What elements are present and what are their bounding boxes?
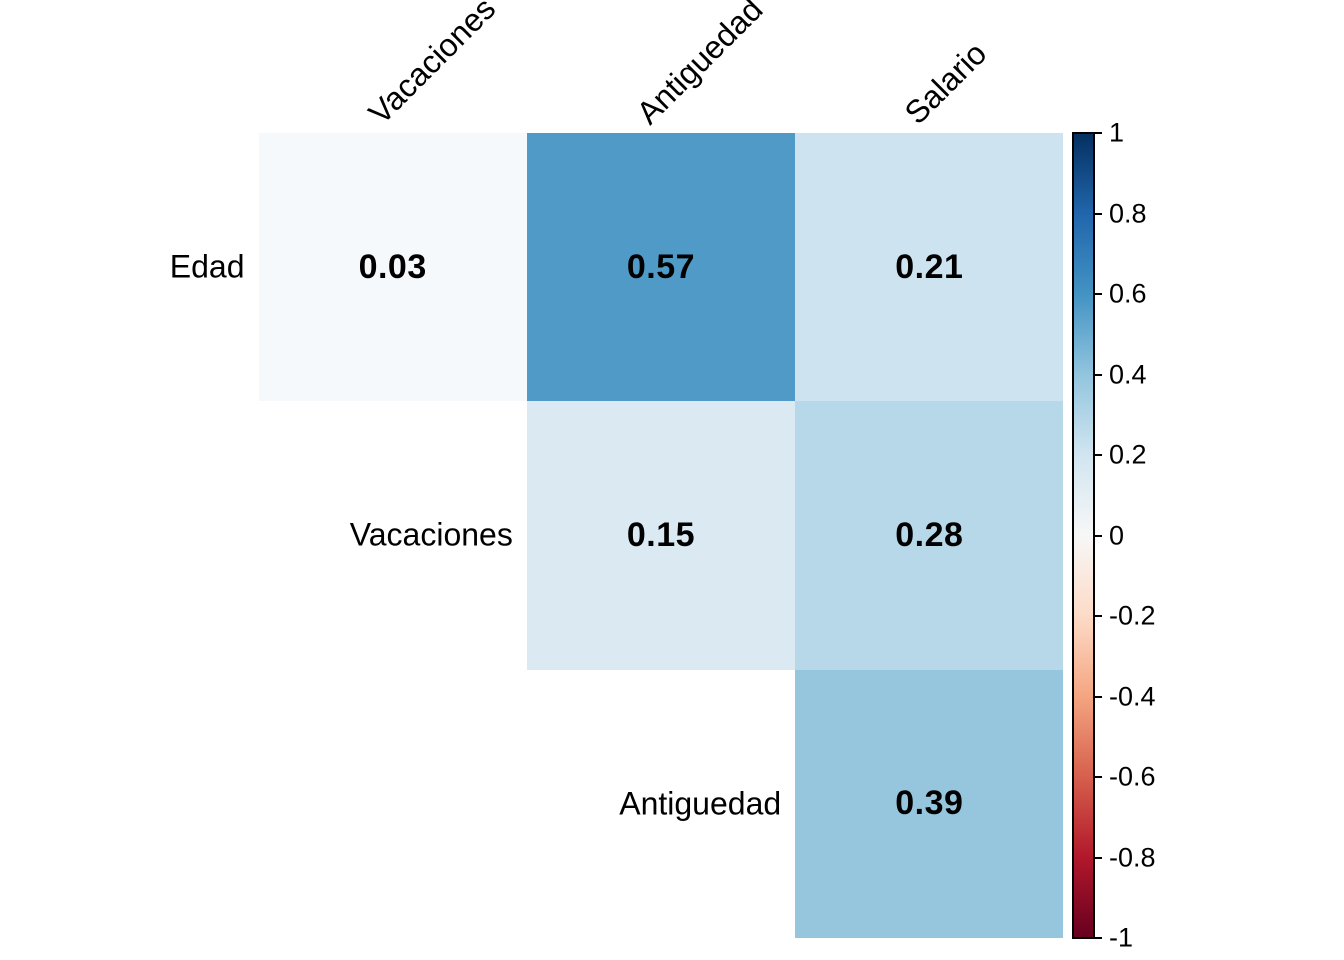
cell-value: 0.39: [895, 784, 964, 823]
cell-value: 0.03: [358, 247, 427, 286]
colorbar-tick: [1095, 373, 1102, 376]
colorbar-tick-label: -0.8: [1109, 842, 1156, 872]
colorbar-tick-label: -0.6: [1109, 761, 1156, 792]
colorbar-tick-label: -1: [1109, 922, 1134, 953]
colorbar-tick: [1095, 776, 1102, 778]
colorbar-tick: [1095, 937, 1102, 939]
row-label-edad: Edad: [169, 248, 245, 285]
heatmap-cell-edad-antiguedad: 0.57: [526, 133, 796, 402]
colorbar-tick-label: 0.8: [1109, 198, 1147, 228]
heatmap-cell-vacaciones-salario: 0.28: [795, 401, 1064, 670]
colorbar-tick-label: 1: [1109, 117, 1125, 148]
colorbar-tick-label: -0.4: [1109, 681, 1156, 711]
row-label-antiguedad: Antiguedad: [619, 785, 782, 822]
column-label-vacaciones: Vacaciones: [361, 0, 502, 131]
colorbar-tick-label: 0.4: [1109, 359, 1147, 389]
colorbar-tick: [1095, 293, 1102, 295]
row-label-vacaciones: Vacaciones: [349, 516, 513, 553]
colorbar-tick: [1095, 132, 1102, 134]
cell-value: 0.28: [895, 515, 964, 554]
heatmap-cell-antiguedad-salario: 0.39: [795, 669, 1064, 938]
colorbar-tick: [1095, 454, 1102, 456]
colorbar-tick-label: 0: [1109, 520, 1125, 550]
heatmap-cell-vacaciones-antiguedad: 0.15: [526, 401, 796, 670]
colorbar-tick: [1095, 534, 1102, 537]
colorbar-tick: [1095, 212, 1102, 215]
colorbar-tick-label: -0.2: [1109, 600, 1156, 631]
heatmap-cell-edad-salario: 0.21: [795, 133, 1064, 402]
column-label-antiguedad: Antiguedad: [629, 0, 770, 132]
colorbar-gradient: [1072, 132, 1095, 939]
colorbar-tick-label: 0.2: [1109, 439, 1147, 470]
cell-value: 0.15: [626, 515, 696, 554]
cell-value: 0.21: [895, 247, 964, 286]
column-label-salario: Salario: [897, 35, 994, 131]
colorbar-tick-label: 0.6: [1109, 278, 1147, 309]
colorbar-tick: [1095, 856, 1102, 859]
cell-value: 0.57: [626, 247, 696, 286]
heatmap-cell-edad-vacaciones: 0.03: [258, 133, 527, 402]
colorbar-tick: [1095, 695, 1102, 698]
colorbar-tick: [1095, 615, 1102, 617]
